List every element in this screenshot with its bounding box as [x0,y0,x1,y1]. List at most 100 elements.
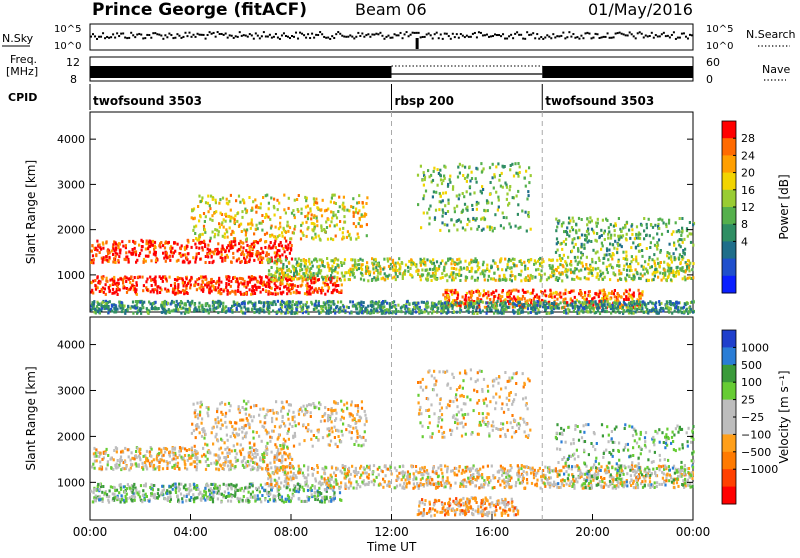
data-cell [422,197,424,200]
noise-point [114,37,116,39]
data-cell [429,175,431,178]
data-cell [442,215,444,218]
data-cell [96,276,98,279]
data-cell [619,277,621,280]
data-cell [236,259,238,262]
data-cell [381,277,383,280]
data-cell [122,245,124,248]
noise-point [209,31,211,33]
data-cell [494,213,496,216]
noise-point [98,36,100,38]
data-cell [623,268,625,271]
data-cell [610,223,612,226]
data-cell [444,302,446,305]
data-cell [344,221,346,224]
data-cell [289,275,291,278]
data-cell [115,246,117,249]
data-cell [426,306,428,309]
noise-point [329,38,331,40]
data-cell [626,263,628,266]
data-cell [205,215,207,218]
data-cell [302,308,304,311]
data-cell [206,282,208,285]
noise-point [170,34,172,36]
data-cell [225,305,227,308]
data-cell [551,270,553,273]
data-cell [179,277,181,280]
noise-point [345,36,347,38]
data-cell [327,290,329,293]
data-cell [557,303,559,306]
data-cell [480,218,482,221]
data-cell [162,276,164,279]
noise-point [319,31,321,33]
data-cell [580,291,582,294]
noise-point [510,34,512,36]
data-cell [678,244,680,247]
data-cell [149,251,151,254]
data-cell [284,305,286,308]
data-cell [105,305,107,308]
noise-point [550,37,552,39]
data-cell [288,262,290,265]
data-cell [112,247,114,250]
data-cell [483,274,485,277]
data-cell [604,300,606,303]
data-cell [129,281,131,284]
data-cell [237,290,239,293]
noise-point [118,35,120,37]
data-cell [113,280,115,283]
data-cell [593,296,595,299]
data-cell [121,310,123,313]
data-cell [257,206,259,209]
data-cell [404,312,406,315]
data-cell [182,306,184,309]
data-cell [653,278,655,281]
data-cell [471,204,473,207]
data-cell [609,278,611,281]
noise-point [96,38,98,40]
data-cell [305,310,307,313]
data-cell [280,260,282,263]
data-cell [297,285,299,288]
y-tick-label: 4000 [57,133,85,146]
data-cell [218,202,220,205]
data-cell [253,246,255,249]
data-cell [503,216,505,219]
data-cell [481,185,483,188]
noise-point [546,34,548,36]
data-cell [551,267,553,270]
data-cell [205,275,207,278]
data-cell [266,251,268,254]
noise-point [257,35,259,37]
noise-point [424,36,426,38]
noise-point [201,34,203,36]
data-cell [479,311,481,314]
data-cell [537,308,539,311]
data-cell [563,230,565,233]
noise-point [180,37,182,39]
data-cell [431,312,433,315]
noise-point [398,34,400,36]
data-cell [121,240,123,243]
data-cell [337,210,339,213]
data-cell [478,266,480,269]
data-cell [691,268,693,271]
data-cell [113,257,115,260]
data-cell [215,282,217,285]
data-cell [433,190,435,193]
data-cell [268,207,270,210]
data-cell [466,180,468,183]
data-cell [574,256,576,259]
data-cell [196,239,198,242]
data-cell [146,278,148,281]
data-cell [221,260,223,263]
data-cell [260,301,262,304]
data-cell [275,303,277,306]
data-cell [527,304,529,307]
data-cell [195,256,197,259]
data-cell [332,283,334,286]
data-cell [379,272,381,275]
data-cell [147,311,149,314]
noise-point [488,36,490,38]
